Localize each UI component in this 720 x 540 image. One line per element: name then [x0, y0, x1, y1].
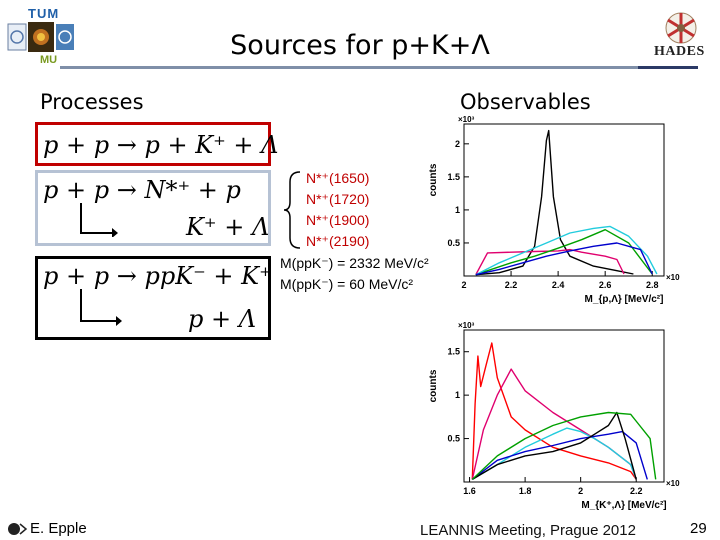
x-tick-label: 2: [578, 486, 583, 496]
x-multiplier: ×10³: [666, 273, 680, 282]
series-line: [471, 342, 637, 480]
y-axis-label: counts: [428, 369, 439, 402]
footer-author: E. Epple: [30, 520, 87, 537]
series-line: [471, 368, 637, 480]
tum-text: TUM: [28, 6, 60, 21]
y-multiplier: ×10³: [458, 115, 475, 124]
x-tick-label: 1.6: [463, 486, 476, 496]
x-axis-label: M_{K⁺,Λ} [MeV/c²]: [581, 500, 666, 511]
process-equation: p + p → N*⁺ + p: [43, 176, 241, 204]
process-equation: p + p → p + K⁺ + Λ: [43, 131, 279, 159]
x-multiplier: ×10³: [666, 479, 680, 488]
series-line: [475, 225, 658, 276]
x-axis-label: M_{p,Λ} [MeV/c²]: [585, 294, 664, 305]
x-tick-label: 2.2: [630, 486, 643, 496]
x-tick-label: 2.6: [599, 280, 612, 290]
hades-detector-icon: [665, 12, 697, 44]
x-tick-label: 1.8: [519, 486, 532, 496]
mu-text: MU: [40, 54, 58, 66]
y-tick-label: 2: [455, 139, 460, 149]
process-equation: p + p → ppK⁻ + K⁺: [43, 262, 272, 290]
footer-meeting: LEANNIS Meeting, Prague 2012: [420, 522, 636, 539]
series-line: [475, 242, 653, 276]
y-tick-label: 1.5: [447, 172, 460, 182]
atom-icon: [8, 523, 28, 535]
decay-arrow-icon: [80, 203, 118, 237]
page-number: 29: [690, 520, 707, 537]
resonance-label: N*⁺(1720): [306, 191, 370, 207]
y-tick-label: 1: [455, 390, 460, 400]
series-line: [471, 427, 637, 481]
observables-heading: Observables: [460, 90, 591, 114]
slide-title: Sources for p+K+Λ: [230, 30, 490, 61]
decay-arrow-icon: [80, 289, 122, 326]
y-tick-label: 0.5: [447, 434, 460, 444]
tum-logo: TUM MU: [6, 6, 76, 70]
series-line: [471, 430, 648, 480]
resonance-label: N*⁺(1900): [306, 212, 370, 228]
ppk-mass-label: M(ppK⁻) = 2332 MeV/c²: [280, 255, 429, 271]
series-line: [475, 129, 634, 276]
resonance-label: N*⁺(1650): [306, 170, 370, 186]
process-box-ppk: p + p → ppK⁻ + K⁺ p + Λ: [35, 256, 272, 340]
plot-p-lambda-mass: 2 2.2 2.4 2.6 2.8 0.5 1 1.5 2 ×10³ ×10³ counts M_{p,…: [428, 115, 680, 305]
series-line: [471, 411, 657, 480]
y-axis-label: counts: [428, 163, 439, 196]
series-line: [475, 248, 625, 276]
series-line: [471, 411, 637, 481]
y-tick-label: 0.5: [447, 238, 460, 248]
ppk-width-label: M(ppK⁻) = 60 MeV/c²: [280, 276, 414, 292]
x-tick-label: 2.2: [505, 280, 518, 290]
series-line: [475, 228, 653, 276]
y-tick-label: 1.5: [447, 347, 460, 357]
decay-products: K⁺ + Λ: [186, 213, 270, 241]
process-box-direct: p + p → p + K⁺ + Λ: [35, 122, 279, 166]
y-tick-label: 1: [455, 205, 460, 215]
x-tick-label: 2.8: [646, 280, 659, 290]
process-box-nstar: p + p → N*⁺ + p K⁺ + Λ: [35, 170, 271, 246]
hades-logo: HADES: [646, 6, 716, 66]
plot-frame: [463, 123, 665, 277]
x-tick-label: 2.4: [552, 280, 565, 290]
tum-mu-logo-graphic: [7, 22, 74, 52]
plot-k-lambda-mass: 1.6 1.8 2 2.2 0.5 1 1.5 ×10³ ×10³ counts M_{K⁺,Λ} …: [428, 321, 680, 511]
processes-heading: Processes: [40, 90, 144, 114]
x-tick-label: 2: [461, 280, 466, 290]
y-multiplier: ×10³: [458, 321, 475, 330]
brace-icon: [283, 171, 301, 249]
decay-products: p + Λ: [188, 305, 257, 333]
plot-frame: [463, 329, 665, 483]
title-rule: [60, 66, 638, 69]
resonance-label: N*⁺(2190): [306, 233, 370, 249]
title-rule-accent: [638, 66, 698, 69]
hades-text: HADES: [654, 44, 705, 59]
